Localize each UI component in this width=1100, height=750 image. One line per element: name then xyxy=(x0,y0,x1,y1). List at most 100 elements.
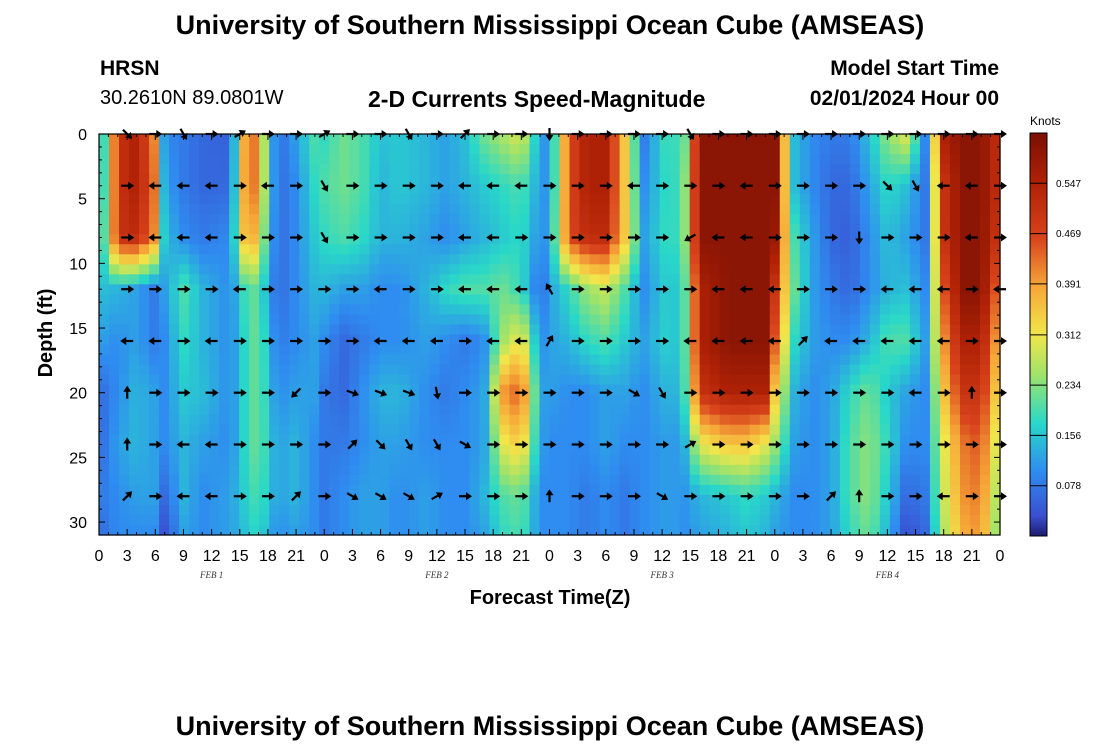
heatmap-cell xyxy=(349,164,360,175)
heatmap-cell xyxy=(139,454,150,466)
heatmap-cell xyxy=(599,444,611,456)
heatmap-cell xyxy=(759,474,771,486)
heatmap-cell xyxy=(939,494,951,506)
heatmap-cell xyxy=(839,294,851,306)
heatmap-cell xyxy=(939,504,951,516)
heatmap-cell xyxy=(849,144,861,155)
heatmap-cell xyxy=(409,514,420,526)
heatmap-cell xyxy=(989,344,1001,356)
current-arrow xyxy=(374,233,388,242)
heatmap-cell xyxy=(609,214,621,225)
heatmap-cell xyxy=(179,144,190,155)
heatmap-cell xyxy=(969,144,981,155)
heatmap-cell xyxy=(889,444,901,456)
heatmap-cell xyxy=(989,514,1001,526)
heatmap-cell xyxy=(199,494,210,506)
heatmap-cell xyxy=(589,484,601,496)
heatmap-cell xyxy=(899,174,911,185)
heatmap-cell xyxy=(259,484,270,496)
heatmap-cell xyxy=(169,234,180,245)
heatmap-cell xyxy=(499,514,511,526)
heatmap-cell xyxy=(559,244,571,255)
heatmap-cell xyxy=(859,404,871,416)
heatmap-cell xyxy=(849,164,861,175)
heatmap-cell xyxy=(549,244,561,255)
heatmap-cell xyxy=(989,404,1001,416)
heatmap-cell xyxy=(239,214,250,225)
heatmap-cell xyxy=(629,334,641,346)
heatmap-cell xyxy=(409,474,420,486)
heatmap-cell xyxy=(539,144,551,155)
heatmap-cell xyxy=(479,254,491,265)
heatmap-cell xyxy=(289,434,300,446)
heatmap-cell xyxy=(659,314,671,326)
heatmap-cell xyxy=(959,354,971,366)
heatmap-cell xyxy=(379,224,390,235)
heatmap-cell xyxy=(699,464,711,476)
heatmap-cell xyxy=(399,484,410,496)
heatmap-cell xyxy=(589,464,601,476)
heatmap-cell xyxy=(799,244,811,255)
current-arrow xyxy=(375,439,386,450)
heatmap-cell xyxy=(849,384,861,396)
heatmap-cell xyxy=(519,304,531,316)
heatmap-cell xyxy=(119,484,130,496)
heatmap-cell xyxy=(389,434,400,446)
heatmap-cell xyxy=(299,294,310,306)
heatmap-cell xyxy=(369,494,380,506)
heatmap-cell xyxy=(979,284,991,295)
heatmap-cell xyxy=(539,304,551,316)
heatmap-cell xyxy=(309,494,320,506)
heatmap-cell xyxy=(149,404,160,416)
heatmap-cell xyxy=(449,434,460,446)
heatmap-cell xyxy=(239,304,250,316)
heatmap-cell xyxy=(669,164,681,175)
heatmap-cell xyxy=(209,364,220,376)
heatmap-cell xyxy=(559,424,571,436)
current-arrow xyxy=(486,337,500,345)
heatmap-cell xyxy=(249,214,260,225)
heatmap-cell xyxy=(589,344,601,356)
heatmap-cell xyxy=(759,494,771,506)
heatmap-cell xyxy=(279,474,290,486)
heatmap-cell xyxy=(599,494,611,506)
heatmap-cell xyxy=(259,184,270,195)
heatmap-cell xyxy=(989,524,1001,536)
heatmap-cell xyxy=(159,354,170,366)
heatmap-cell xyxy=(899,524,911,536)
heatmap-cell xyxy=(919,314,931,326)
heatmap-cell xyxy=(749,434,761,446)
heatmap-cell xyxy=(389,144,400,155)
heatmap-cell xyxy=(449,454,460,466)
heatmap-cell xyxy=(539,394,551,406)
heatmap-cell xyxy=(589,454,601,466)
heatmap-cell xyxy=(719,214,731,225)
heatmap-cell xyxy=(219,194,230,205)
heatmap-cell xyxy=(799,274,811,285)
heatmap-cell xyxy=(579,234,591,245)
heatmap-cell xyxy=(869,514,881,526)
heatmap-cell xyxy=(159,154,170,165)
heatmap-cell xyxy=(789,384,801,396)
heatmap-cell xyxy=(349,434,360,446)
heatmap-cell xyxy=(429,464,440,476)
heatmap-cell xyxy=(209,304,220,316)
heatmap-cell xyxy=(129,304,140,316)
heatmap-cell xyxy=(639,364,651,376)
heatmap-cell xyxy=(609,194,621,205)
heatmap-cell xyxy=(899,464,911,476)
heatmap-cell xyxy=(849,204,861,215)
heatmap-cell xyxy=(909,234,921,245)
heatmap-cell xyxy=(599,174,611,185)
current-arrow xyxy=(149,492,163,501)
heatmap-cell xyxy=(929,394,941,406)
heatmap-cell xyxy=(979,164,991,175)
heatmap-cell xyxy=(669,454,681,466)
heatmap-cell xyxy=(349,404,360,416)
heatmap-cell xyxy=(699,364,711,376)
heatmap-cell xyxy=(909,324,921,336)
heatmap-cell xyxy=(449,254,460,265)
heatmap-cell xyxy=(229,444,240,456)
heatmap-cell xyxy=(209,184,220,195)
heatmap-cell xyxy=(369,404,380,416)
